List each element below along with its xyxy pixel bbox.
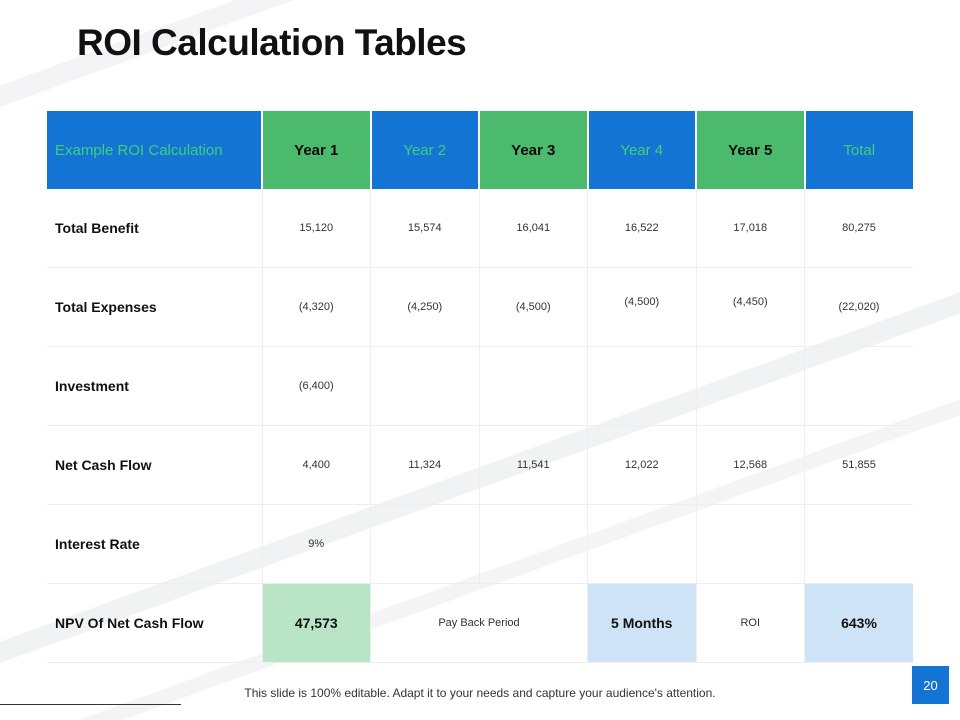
row-label: Total Benefit xyxy=(47,189,262,268)
table-cell: (4,250) xyxy=(370,267,479,347)
row-label: Total Expenses xyxy=(47,267,262,347)
table-cell: (4,500) xyxy=(587,267,696,347)
table-cell: 4,400 xyxy=(261,425,371,505)
table-row-net-cash-flow: Net Cash Flow 4,400 11,324 11,541 12,022… xyxy=(47,425,913,505)
header-year-1: Year 1 xyxy=(262,111,372,189)
header-year-5: Year 5 xyxy=(696,111,806,189)
table-cell: 17,018 xyxy=(695,189,805,268)
payback-period-value: 5 Months xyxy=(587,583,696,663)
header-year-4: Year 4 xyxy=(587,111,697,189)
table-row-interest-rate: Interest Rate 9% xyxy=(47,504,913,584)
header-total: Total xyxy=(804,111,913,189)
table-cell: 11,324 xyxy=(370,425,479,505)
table-cell xyxy=(804,346,913,426)
table-row-investment: Investment (6,400) xyxy=(47,346,913,426)
table-row-total-benefit: Total Benefit 15,120 15,574 16,041 16,52… xyxy=(47,189,913,268)
table-cell: (6,400) xyxy=(261,346,371,426)
table-cell xyxy=(695,346,805,426)
table-cell: 16,522 xyxy=(587,189,696,268)
table-cell: (22,020) xyxy=(804,267,913,347)
table-cell: 12,568 xyxy=(695,425,805,505)
table-row-total-expenses: Total Expenses (4,320) (4,250) (4,500) (… xyxy=(47,267,913,347)
table-cell: (4,320) xyxy=(261,267,371,347)
table-cell: 15,574 xyxy=(370,189,479,268)
table-cell: 12,022 xyxy=(587,425,696,505)
slide-title: ROI Calculation Tables xyxy=(77,22,467,63)
table-cell xyxy=(370,504,479,584)
header-year-3: Year 3 xyxy=(479,111,589,189)
table-cell xyxy=(804,504,913,584)
table-cell xyxy=(695,504,805,584)
footer-divider xyxy=(0,704,181,705)
table-cell xyxy=(587,504,696,584)
npv-label: NPV Of Net Cash Flow xyxy=(47,583,262,663)
table-cell xyxy=(478,346,588,426)
table-cell: 11,541 xyxy=(478,425,588,505)
table-cell: (4,500) xyxy=(478,267,588,347)
roi-label: ROI xyxy=(695,583,805,663)
table-cell xyxy=(370,346,479,426)
table-cell: 16,041 xyxy=(478,189,588,268)
table-cell: 9% xyxy=(261,504,371,584)
table-cell: (4,450) xyxy=(695,267,805,347)
footer-note: This slide is 100% editable. Adapt it to… xyxy=(244,686,716,700)
header-year-2: Year 2 xyxy=(370,111,480,189)
row-label: Net Cash Flow xyxy=(47,425,262,505)
roi-table: Example ROI Calculation Year 1 Year 2 Ye… xyxy=(47,111,913,663)
table-header-row: Example ROI Calculation Year 1 Year 2 Ye… xyxy=(47,111,913,189)
npv-value: 47,573 xyxy=(261,583,371,663)
table-cell: 15,120 xyxy=(261,189,371,268)
table-row-npv-summary: NPV Of Net Cash Flow 47,573 Pay Back Per… xyxy=(47,583,913,663)
row-label: Investment xyxy=(47,346,262,426)
header-example-roi-calculation: Example ROI Calculation xyxy=(47,111,263,189)
payback-period-label: Pay Back Period xyxy=(370,583,588,663)
table-cell: 80,275 xyxy=(804,189,913,268)
table-cell xyxy=(587,346,696,426)
table-cell: 51,855 xyxy=(804,425,913,505)
table-cell xyxy=(478,504,588,584)
row-label: Interest Rate xyxy=(47,504,262,584)
page-number-badge: 20 xyxy=(912,666,949,704)
roi-value: 643% xyxy=(804,583,913,663)
